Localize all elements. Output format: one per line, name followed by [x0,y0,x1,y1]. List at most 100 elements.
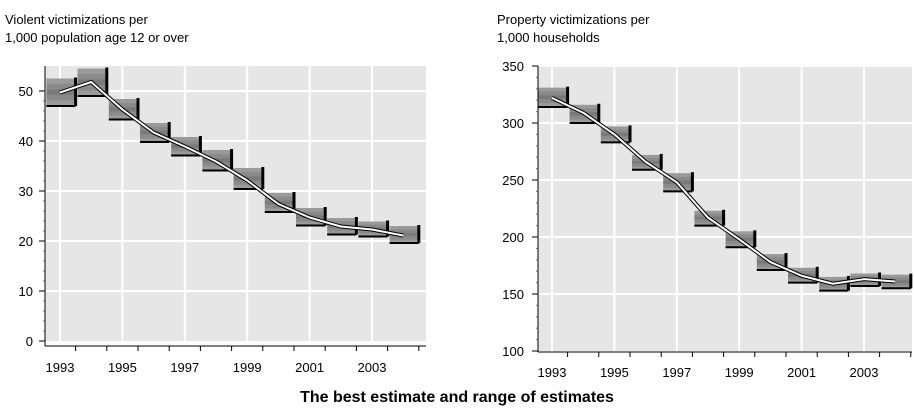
range-band [756,263,786,268]
range-band [756,254,786,258]
x-tick-label: 1995 [600,365,629,380]
estimate-line [59,81,404,237]
range-band [358,221,388,225]
range-band [663,176,693,181]
range-band [171,137,201,142]
range-band [296,218,326,223]
x-tick-label: 1993 [538,365,567,380]
range-band [756,257,786,261]
range-band [881,274,911,278]
range-band [632,154,662,159]
range-band [233,176,263,182]
range-band [202,162,232,167]
range-box [881,273,913,290]
range-band [538,103,568,108]
x-tick-label: 2001 [787,365,816,380]
range-band [819,279,849,283]
range-band [358,233,388,237]
y-tick-label: 200 [502,230,524,245]
range-band [600,126,630,131]
range-band [46,95,76,101]
range-band [264,196,294,202]
range-band [233,184,263,190]
plot-background [45,66,426,341]
range-band [850,281,880,285]
chart-2-title-line-2: 1,000 households [497,30,600,45]
estimate-line [551,97,896,285]
range-band [77,68,107,75]
x-tick-label: 1999 [725,365,754,380]
range-band [233,168,263,173]
range-band [569,108,599,113]
y-tick-label: 100 [502,344,524,359]
range-band [756,266,786,271]
range-band [202,166,232,171]
range-band [850,283,880,287]
range-band [694,222,724,227]
range-band [140,138,170,143]
range-band [694,213,724,218]
range-band [296,208,326,212]
y-tick-label: 10 [19,284,33,299]
range-band [233,172,263,177]
range-band [725,231,755,235]
chart-1-title-line-1: Violent victimizations per [5,12,148,27]
range-band [358,224,388,228]
range-band [389,229,419,234]
range-band [171,151,201,156]
range-band [77,90,107,97]
y-tick-label: 150 [502,287,524,302]
range-band [140,134,170,139]
range-band [632,166,662,171]
range-band [46,78,76,85]
range-band [538,87,568,93]
range-band [569,104,599,109]
range-band [538,91,568,96]
range-band [140,123,170,128]
range-band [538,99,568,104]
range-band [819,276,849,281]
range-band [358,230,388,234]
range-band [264,193,294,198]
range-band [725,234,755,239]
x-tick-label: 1997 [170,360,199,375]
range-band [327,218,357,222]
range-band [632,157,662,162]
range-band [327,231,357,235]
range-band [327,227,357,232]
y-tick-label: 300 [502,116,524,131]
range-band [202,154,232,159]
range-band [389,232,419,237]
y-tick-label: 250 [502,173,524,188]
range-band [850,273,880,277]
range-band [108,111,138,116]
plot-background [538,66,912,351]
range-band [881,282,911,287]
range-band [569,115,599,120]
range-band [389,226,419,230]
range-band [46,100,76,107]
range-band [632,163,662,168]
y-tick-label: 50 [19,84,33,99]
x-tick-label: 1993 [46,360,75,375]
range-band [788,279,818,284]
range-band [788,267,818,272]
figure-caption: The best estimate and range of estimates [300,389,614,406]
y-tick-label: 30 [19,184,33,199]
range-box [389,225,421,244]
x-tick-label: 2003 [850,365,879,380]
range-band [296,222,326,226]
x-tick-label: 1997 [662,365,691,380]
range-band [108,99,138,104]
range-band [171,148,201,153]
range-band [296,211,326,216]
chart-1-title: Violent victimizations per 1,000 populat… [5,11,189,47]
x-tick-label: 2001 [295,360,324,375]
range-band [327,221,357,226]
range-band [600,129,630,134]
range-band [663,173,693,178]
range-band [663,187,693,192]
range-band [819,287,849,292]
